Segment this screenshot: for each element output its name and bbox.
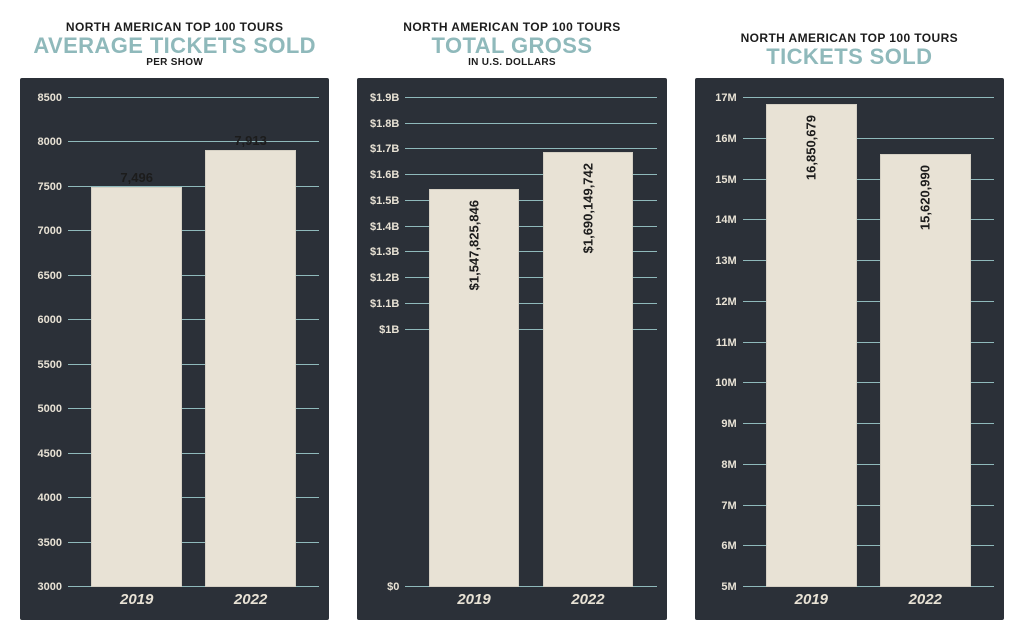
panel-titles: NORTH AMERICAN TOP 100 TOURSAVERAGE TICK… [33, 10, 316, 72]
chart-area: 5M 6M 7M 8M 9M 10M 11M 12M 13M 14M 15M 16M 17M 16,850… [695, 78, 1004, 620]
panel-titles: NORTH AMERICAN TOP 100 TOURSTICKETS SOLD [741, 10, 958, 72]
bar: 16,850,679 [766, 104, 856, 587]
bar: 15,620,990 [880, 154, 970, 587]
x-axis: 2019 2022 [68, 591, 319, 608]
bar-wrap: 7,496 [91, 98, 181, 587]
bar-value-label: 7,496 [120, 170, 153, 185]
y-tick-label: 5M [721, 581, 736, 593]
bar [91, 187, 181, 587]
y-tick-label: 5500 [38, 359, 62, 371]
plot-area: $1B$1.1B$1.2B$1.3B$1.4B$1.5B$1.6B$1.7B$1… [405, 98, 656, 587]
panel-subtitle: PER SHOW [33, 57, 316, 68]
y-tick-label: $1.6B [370, 169, 399, 181]
bars-container: $1,547,825,846 $1,690,149,742 [405, 98, 656, 587]
y-tick-label: 7M [721, 500, 736, 512]
plot-area: 3000350040004500500055006000650070007500… [68, 98, 319, 587]
y-tick-label: 8000 [38, 136, 62, 148]
bar-wrap: 7,913 [205, 98, 295, 587]
x-tick-label: 2019 [429, 591, 519, 608]
y-tick-label: 6000 [38, 314, 62, 326]
bar-value-label: $1,547,825,846 [467, 200, 482, 290]
chart-panel-2: NORTH AMERICAN TOP 100 TOURSTICKETS SOLD… [695, 10, 1004, 620]
x-tick-label: 2022 [205, 591, 295, 608]
x-tick-label: 2022 [543, 591, 633, 608]
y-tick-label: 8M [721, 459, 736, 471]
y-tick-label: 12M [715, 296, 736, 308]
y-tick-label: $1B [379, 324, 399, 336]
bars-container: 16,850,679 15,620,990 [743, 98, 994, 587]
y-tick-label: $1.8B [370, 118, 399, 130]
y-tick-label: 3000 [38, 581, 62, 593]
y-tick-label: 9M [721, 418, 736, 430]
chart-area: $1B $1.1B $1.2B $1.3B $1.4B $1.5B $1.6B $1.7B $1… [357, 78, 666, 620]
chart-area: 3000 3500 4000 4500 5000 5500 6000 6500 7000 7500… [20, 78, 329, 620]
bar-wrap: $1,547,825,846 [429, 98, 519, 587]
x-tick-label: 2022 [880, 591, 970, 608]
bar-value-label: 15,620,990 [918, 165, 933, 230]
bar-wrap: $1,690,149,742 [543, 98, 633, 587]
y-tick-label: $1.4B [370, 221, 399, 233]
bar [205, 150, 295, 587]
x-tick-label: 2019 [91, 591, 181, 608]
y-tick-label: 13M [715, 255, 736, 267]
y-tick-label: 7500 [38, 181, 62, 193]
y-tick-label: 10M [715, 377, 736, 389]
panel-title: TOTAL GROSS [403, 34, 620, 57]
y-tick-label: $1.1B [370, 298, 399, 310]
panel-title: AVERAGE TICKETS SOLD [33, 34, 316, 57]
y-tick-label: 17M [715, 92, 736, 104]
y-tick-label: $1.2B [370, 272, 399, 284]
y-tick-label: 8500 [38, 92, 62, 104]
bar-value-label: 7,913 [234, 133, 267, 148]
chart-panel-0: NORTH AMERICAN TOP 100 TOURSAVERAGE TICK… [20, 10, 329, 620]
y-tick-label: 7000 [38, 225, 62, 237]
y-tick-label: 4500 [38, 448, 62, 460]
plot-area: 5M6M7M8M9M10M11M12M13M14M15M16M17M16,850… [743, 98, 994, 587]
x-axis: 2019 2022 [743, 591, 994, 608]
y-tick-label: 14M [715, 214, 736, 226]
y-tick-label: $0 [387, 581, 399, 593]
panel-supertitle: NORTH AMERICAN TOP 100 TOURS [33, 20, 316, 34]
bar-value-label: 16,850,679 [804, 115, 819, 180]
y-tick-label: $1.5B [370, 195, 399, 207]
x-tick-label: 2019 [766, 591, 856, 608]
bar: $1,690,149,742 [543, 152, 633, 587]
panel-subtitle: IN U.S. DOLLARS [403, 57, 620, 68]
panel-supertitle: NORTH AMERICAN TOP 100 TOURS [741, 31, 958, 45]
y-tick-label: $1.7B [370, 143, 399, 155]
bar-wrap: 15,620,990 [880, 98, 970, 587]
y-tick-label: 16M [715, 133, 736, 145]
chart-panel-1: NORTH AMERICAN TOP 100 TOURSTOTAL GROSSI… [357, 10, 666, 620]
panel-supertitle: NORTH AMERICAN TOP 100 TOURS [403, 20, 620, 34]
bars-container: 7,496 7,913 [68, 98, 319, 587]
bar-wrap: 16,850,679 [766, 98, 856, 587]
bar: $1,547,825,846 [429, 189, 519, 587]
bar-value-label: $1,690,149,742 [580, 163, 595, 253]
y-tick-label: 4000 [38, 492, 62, 504]
panel-titles: NORTH AMERICAN TOP 100 TOURSTOTAL GROSSI… [403, 10, 620, 72]
y-tick-label: 5000 [38, 403, 62, 415]
panel-title: TICKETS SOLD [741, 45, 958, 68]
y-tick-label: $1.9B [370, 92, 399, 104]
y-tick-label: 6M [721, 540, 736, 552]
y-tick-label: 15M [715, 174, 736, 186]
y-tick-label: $1.3B [370, 246, 399, 258]
y-tick-label: 11M [716, 337, 737, 349]
y-tick-label: 6500 [38, 270, 62, 282]
y-tick-label: 3500 [38, 537, 62, 549]
x-axis: 2019 2022 [405, 591, 656, 608]
